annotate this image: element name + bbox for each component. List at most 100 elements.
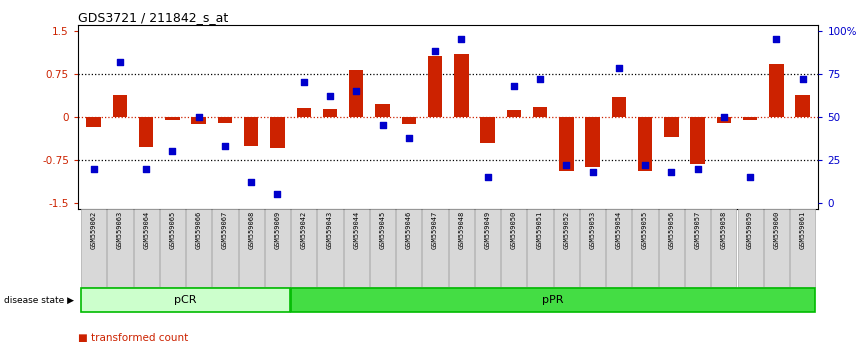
Text: GSM559065: GSM559065 [170, 211, 176, 250]
Point [559, 162, 573, 168]
Bar [107, 209, 132, 287]
Bar [265, 209, 290, 287]
Text: GSM559059: GSM559059 [747, 211, 753, 250]
Text: disease state ▶: disease state ▶ [4, 296, 74, 304]
Point [743, 175, 757, 180]
Text: GSM559044: GSM559044 [353, 211, 359, 250]
Bar [743, 117, 758, 120]
Text: GSM559067: GSM559067 [222, 211, 228, 250]
Point [376, 122, 390, 128]
Bar [769, 64, 784, 117]
Point [481, 175, 494, 180]
Text: GSM559050: GSM559050 [511, 211, 517, 250]
Bar [481, 117, 494, 143]
Point [323, 93, 337, 99]
Text: GSM559057: GSM559057 [695, 211, 701, 250]
Bar [318, 209, 343, 287]
Text: GSM559069: GSM559069 [275, 211, 281, 250]
Bar [291, 288, 815, 312]
Text: GSM559047: GSM559047 [432, 211, 438, 250]
Bar [795, 95, 810, 117]
Bar [527, 209, 553, 287]
Bar [349, 70, 364, 117]
Bar [423, 209, 448, 287]
Text: GSM559062: GSM559062 [91, 211, 97, 250]
Point [455, 36, 469, 42]
Text: GSM559055: GSM559055 [642, 211, 648, 250]
Point [507, 83, 520, 88]
Bar [239, 209, 264, 287]
Text: GSM559052: GSM559052 [563, 211, 569, 250]
Point [165, 149, 179, 154]
Bar [81, 209, 107, 287]
Text: GSM559051: GSM559051 [537, 211, 543, 250]
Point [191, 114, 205, 120]
Point [297, 80, 311, 85]
Point [796, 76, 810, 82]
Text: GSM559046: GSM559046 [406, 211, 411, 250]
Text: GSM559066: GSM559066 [196, 211, 202, 250]
Bar [81, 288, 290, 312]
Point [402, 135, 416, 140]
Bar [186, 209, 211, 287]
Text: GSM559053: GSM559053 [590, 211, 596, 250]
Point [585, 169, 599, 175]
Bar [449, 209, 474, 287]
Bar [244, 117, 258, 145]
Text: GSM559045: GSM559045 [379, 211, 385, 250]
Point [638, 162, 652, 168]
Bar [296, 108, 311, 117]
Text: GSM559049: GSM559049 [485, 211, 490, 250]
Bar [507, 110, 521, 117]
Text: ■ transformed count: ■ transformed count [78, 333, 188, 343]
Bar [323, 109, 337, 117]
Bar [764, 209, 789, 287]
Text: GSM559056: GSM559056 [669, 211, 675, 250]
Bar [711, 209, 736, 287]
Bar [690, 117, 705, 164]
Bar [139, 117, 153, 147]
Point [769, 36, 783, 42]
Text: pPR: pPR [542, 295, 564, 305]
Text: GSM559068: GSM559068 [249, 211, 255, 250]
Bar [191, 117, 206, 124]
Point [270, 192, 284, 197]
Bar [165, 117, 179, 120]
Bar [738, 209, 763, 287]
Bar [375, 104, 390, 117]
Bar [611, 97, 626, 117]
Bar [396, 209, 422, 287]
Bar [133, 209, 158, 287]
Point [244, 179, 258, 185]
Point [612, 66, 626, 72]
Bar [790, 209, 815, 287]
Bar [580, 209, 605, 287]
Bar [717, 117, 731, 122]
Text: GSM559042: GSM559042 [301, 211, 307, 250]
Text: GSM559043: GSM559043 [327, 211, 333, 250]
Bar [632, 209, 657, 287]
Bar [217, 117, 232, 122]
Text: GDS3721 / 211842_s_at: GDS3721 / 211842_s_at [78, 11, 228, 24]
Bar [87, 117, 101, 127]
Text: GSM559061: GSM559061 [799, 211, 805, 250]
Bar [212, 209, 237, 287]
Point [691, 166, 705, 171]
Bar [664, 117, 679, 137]
Bar [501, 209, 527, 287]
Text: pCR: pCR [174, 295, 197, 305]
Bar [113, 95, 127, 117]
Bar [370, 209, 395, 287]
Bar [638, 117, 652, 171]
Bar [344, 209, 369, 287]
Text: GSM559064: GSM559064 [143, 211, 149, 250]
Point [349, 88, 363, 94]
Text: GSM559058: GSM559058 [721, 211, 727, 250]
Point [139, 166, 153, 171]
Text: GSM559063: GSM559063 [117, 211, 123, 250]
Bar [454, 53, 469, 117]
Bar [402, 117, 416, 124]
Bar [585, 117, 600, 167]
Point [664, 169, 678, 175]
Text: GSM559060: GSM559060 [773, 211, 779, 250]
